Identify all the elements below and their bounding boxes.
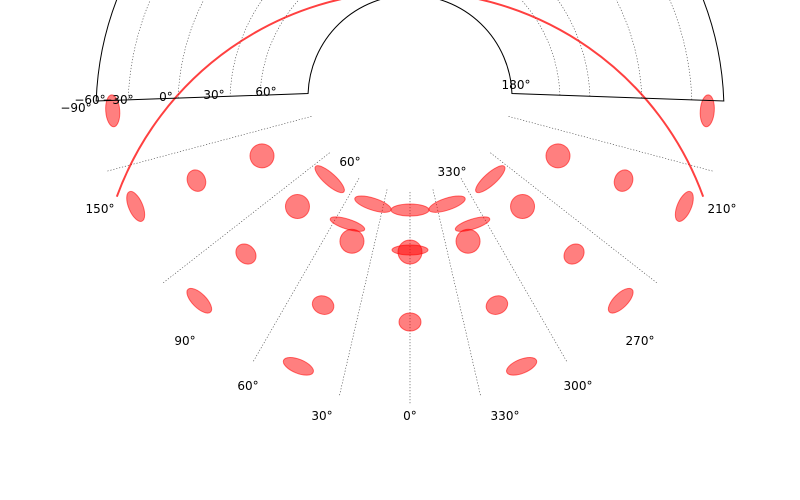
latitude-circle-3 (127, 0, 693, 100)
ellipse-r4-6 (674, 190, 694, 222)
latitude-tick-label: −60° (74, 93, 105, 107)
longitude-tick-label: 150° (86, 202, 115, 216)
indicatrix-ellipses (105, 0, 715, 376)
ellipse-r3-3 (398, 312, 422, 332)
latitude-circle-1 (229, 0, 591, 97)
map-boundary (95, 0, 725, 102)
ellipse-r4-5 (607, 287, 634, 314)
longitude-tick-label: 90° (174, 334, 195, 348)
longitude-tick-label: 210° (708, 202, 737, 216)
ellipse-inner-1 (454, 216, 491, 232)
meridian-line-6 (490, 152, 658, 284)
ellipse-r3-1 (235, 243, 257, 265)
longitude-tick-label: 30° (311, 409, 332, 423)
meridian-line-7 (508, 116, 714, 172)
ellipse-r2-5 (510, 194, 536, 220)
ellipse-r4-2 (186, 287, 213, 314)
ellipse-r3-2 (311, 295, 335, 315)
ellipse-r4-0 (105, 94, 121, 128)
latitude-tick-label: 30° (203, 88, 224, 102)
meridian-line-3 (339, 189, 388, 397)
ellipse-r1-2 (390, 203, 430, 217)
ellipse-r3-6 (613, 169, 634, 192)
ellipse-inner-0 (329, 216, 366, 232)
rim-band (115, 0, 705, 198)
inner-tick-label: 60° (339, 155, 360, 169)
ellipse-r4-3 (282, 356, 314, 376)
ellipse-r4-4 (506, 356, 538, 376)
ellipse-r3-5 (563, 243, 585, 265)
longitude-tick-label: 60° (237, 379, 258, 393)
grid-lines (106, 0, 714, 404)
meridian-line-2 (252, 178, 360, 363)
ellipse-r3-4 (485, 295, 509, 315)
ellipse-r4-1 (126, 190, 146, 222)
ellipse-r1-3 (428, 195, 466, 213)
ellipse-r1-0 (314, 165, 345, 194)
meridian-line-0 (106, 116, 312, 172)
inner-tick-label: 330° (438, 165, 467, 179)
ellipse-inner-2 (391, 244, 429, 256)
meridian-line-4 (432, 189, 481, 397)
ellipse-r2-0 (249, 143, 275, 169)
longitude-tick-label: 330° (491, 409, 520, 423)
longitude-tick-label: 270° (626, 334, 655, 348)
latitude-tick-label: 60° (255, 85, 276, 99)
longitude-tick-label: 300° (564, 379, 593, 393)
latitude-circle-2 (177, 0, 643, 99)
inner-tick-label: 180° (502, 78, 531, 92)
meridian-line-5 (460, 178, 568, 363)
ellipse-r2-6 (545, 143, 571, 169)
ellipse-r4-7 (699, 94, 715, 128)
latitude-tick-label: −30° (102, 93, 133, 107)
meridian-line-1 (162, 152, 330, 284)
ellipse-r2-1 (284, 194, 310, 220)
latitude-tick-label: 0° (159, 90, 173, 104)
ellipse-r3-0 (186, 169, 207, 192)
ellipse-r1-4 (475, 165, 506, 194)
tick-labels: 30° 60° 90° 150° 210° 270° 300° 330° 0° −90°−60°−… (60, 78, 736, 423)
longitude-tick-label-zero: 0° (403, 409, 417, 423)
ellipse-r1-1 (354, 195, 392, 213)
latitude-circle-0 (259, 0, 561, 96)
latitude-tick-label: −90° (60, 101, 91, 115)
